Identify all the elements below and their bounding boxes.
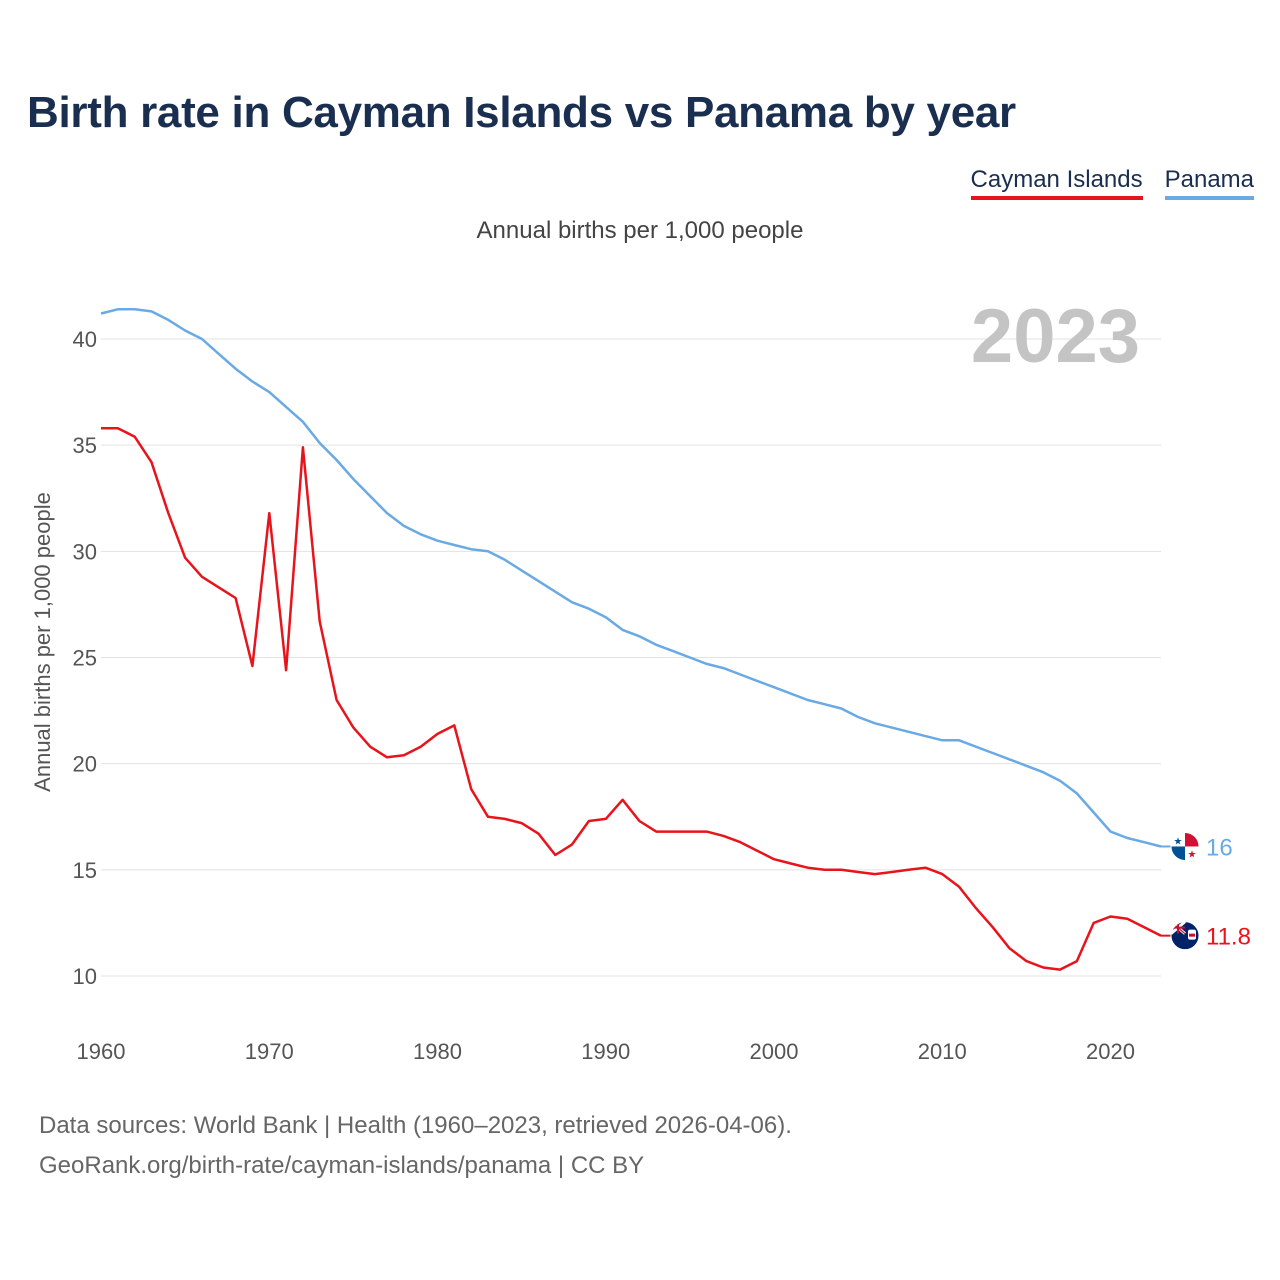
source-note: Data sources: World Bank | Health (1960–… [39, 1106, 792, 1186]
y-tick-label-15: 15 [73, 858, 97, 883]
y-tick-label-25: 25 [73, 646, 97, 671]
panama-flag-icon: ★★ [1170, 831, 1200, 861]
y-tick-label-10: 10 [73, 964, 97, 989]
legend: Cayman Islands Panama [970, 166, 1254, 200]
legend-item-cayman-islands[interactable]: Cayman Islands [970, 166, 1143, 200]
y-axis-label: Annual births per 1,000 people [30, 492, 55, 792]
cayman-islands-flag-icon [1170, 921, 1200, 951]
x-tick-label-2010: 2010 [918, 1039, 967, 1064]
x-tick-label-1960: 1960 [77, 1039, 126, 1064]
year-label: 2023 [971, 294, 1140, 379]
x-tick-label-2020: 2020 [1086, 1039, 1135, 1064]
chart-title: Birth rate in Cayman Islands vs Panama b… [27, 88, 1016, 137]
svg-text:★: ★ [1174, 836, 1183, 847]
y-tick-label-40: 40 [73, 327, 97, 352]
series-line-panama [100, 308, 1162, 848]
y-tick-label-35: 35 [73, 433, 97, 458]
y-tick-label-20: 20 [73, 752, 97, 777]
end-value-label-cayman-islands: 11.8 [1206, 924, 1251, 951]
source-line: Data sources: World Bank | Health (1960–… [39, 1112, 792, 1139]
x-tick-label-2000: 2000 [750, 1039, 799, 1064]
x-tick-label-1970: 1970 [245, 1039, 294, 1064]
end-value-label-panama: 16 [1206, 834, 1233, 861]
chart-subtitle: Annual births per 1,000 people [476, 217, 804, 244]
x-tick-label-1980: 1980 [413, 1039, 462, 1064]
legend-item-panama[interactable]: Panama [1164, 166, 1254, 200]
y-tick-label-30: 30 [73, 539, 97, 564]
x-tick-label-1990: 1990 [581, 1039, 630, 1064]
source-url[interactable]: GeoRank.org/birth-rate/cayman-islands/pa… [39, 1152, 645, 1179]
series-line-cayman-islands [101, 426, 1162, 971]
svg-text:★: ★ [1188, 849, 1197, 860]
